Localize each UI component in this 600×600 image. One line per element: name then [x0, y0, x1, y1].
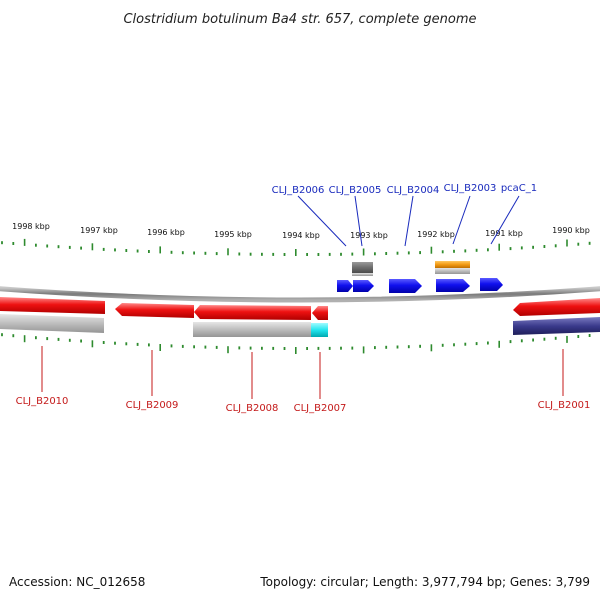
- gene-arrow-clj-b2001: [513, 298, 600, 316]
- tick-label-1996: 1996 kbp: [147, 228, 185, 237]
- gene-label-clj-b2008: CLJ_B2008: [226, 403, 279, 414]
- outer-track-genes: [352, 261, 470, 276]
- gene-label-clj-b2007: CLJ_B2007: [294, 403, 347, 414]
- tick-label-1997: 1997 kbp: [80, 226, 118, 235]
- gene-arrow-clj-b2009: [115, 303, 194, 318]
- gene-arrow-blue-5: [480, 278, 503, 291]
- gene-label-clj-b2004: CLJ_B2004: [387, 185, 440, 196]
- accession-label: Accession: NC_012658: [9, 575, 145, 589]
- gene-arrow-blue-1: [337, 280, 353, 292]
- gene-block-orange-shadow: [435, 268, 470, 274]
- tick-label-1998: 1998 kbp: [12, 222, 50, 231]
- leader-line-clj-b2006: [297, 195, 347, 247]
- gene-arrow-blue-3: [389, 279, 422, 293]
- gene-arrow-clj-b2010: [0, 297, 105, 314]
- gene-block-gray-shadow: [352, 273, 373, 276]
- tick-label-1991: 1991 kbp: [485, 229, 523, 238]
- tick-label-1993: 1993 kbp: [350, 231, 388, 240]
- reverse-genes: [0, 297, 600, 320]
- top-leader-lines: [297, 195, 520, 247]
- forward-genes: [337, 278, 503, 293]
- gene-label-clj-b2006: CLJ_B2006: [272, 185, 325, 196]
- leader-line-clj-b2004: [404, 195, 414, 247]
- map-title: Clostridium botulinum Ba4 str. 657, comp…: [123, 12, 476, 27]
- inner-ticks: [1, 333, 591, 354]
- gene-label-clj-b2009: CLJ_B2009: [126, 400, 179, 411]
- gene-label-pcac-1: pcaC_1: [501, 183, 537, 194]
- outer-ticks: [1, 238, 591, 256]
- gene-arrow-blue-4: [436, 279, 470, 292]
- gene-block-cyan: [311, 323, 328, 337]
- gene-label-clj-b2003: CLJ_B2003: [444, 183, 497, 194]
- gene-label-clj-b2010: CLJ_B2010: [16, 396, 69, 407]
- leader-line-pcac-1: [490, 195, 520, 245]
- gene-block-lightgray-left: [0, 314, 104, 333]
- gene-label-clj-b2005: CLJ_B2005: [329, 185, 382, 196]
- inner-track-genes: [0, 314, 600, 337]
- gene-arrow-blue-2: [353, 280, 374, 292]
- gene-block-navy: [513, 317, 600, 335]
- genome-backbone: [0, 286, 600, 303]
- topology-label: Topology: circular; Length: 3,977,794 bp…: [259, 575, 590, 589]
- bottom-gene-labels: CLJ_B2010 CLJ_B2009 CLJ_B2008 CLJ_B2007 …: [16, 396, 591, 414]
- bottom-leader-lines: [41, 346, 564, 399]
- leader-line-clj-b2003: [452, 195, 471, 245]
- gene-block-gray-upper: [352, 262, 373, 273]
- gene-arrow-clj-b2008: [194, 305, 311, 320]
- tick-labels: 1998 kbp 1997 kbp 1996 kbp 1995 kbp 1994…: [12, 222, 590, 240]
- gene-label-clj-b2001: CLJ_B2001: [538, 400, 591, 411]
- gene-block-lightgray-mid: [193, 322, 311, 337]
- leader-line-clj-b2005: [354, 195, 363, 247]
- tick-label-1990: 1990 kbp: [552, 226, 590, 235]
- tick-label-1995: 1995 kbp: [214, 230, 252, 239]
- tick-label-1994: 1994 kbp: [282, 231, 320, 240]
- top-gene-labels: CLJ_B2006 CLJ_B2005 CLJ_B2004 CLJ_B2003 …: [272, 183, 538, 196]
- gene-block-orange: [435, 261, 470, 268]
- tick-label-1992: 1992 kbp: [417, 230, 455, 239]
- gene-arrow-clj-b2007: [312, 306, 328, 320]
